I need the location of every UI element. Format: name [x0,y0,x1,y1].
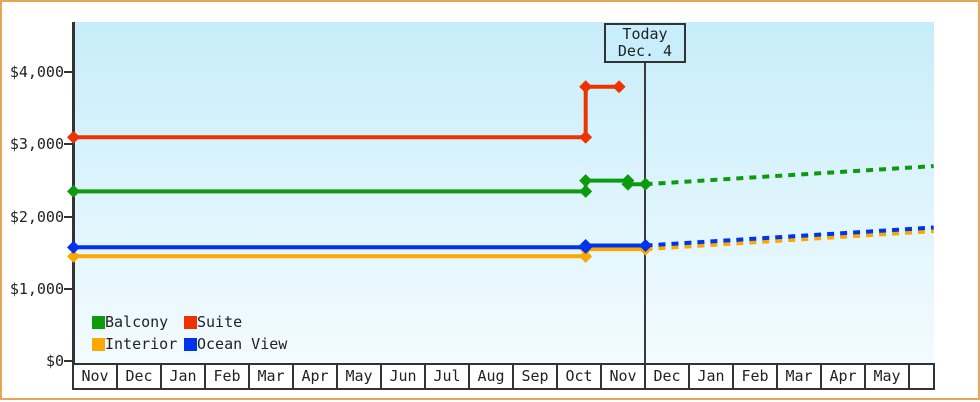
data-point-marker [579,249,593,263]
data-point-marker [579,80,593,94]
data-point-marker [621,177,635,191]
y-axis-tick-mark [64,360,73,362]
x-axis-month-cell: Apr [294,365,338,388]
data-point-marker [67,240,80,254]
today-label-line2: Dec. 4 [617,42,673,60]
legend-label: Interior [105,335,178,353]
y-axis-tick-label: $0 [45,352,64,370]
x-axis-month-cell: Dec [646,365,690,388]
y-axis-tick-label: $4,000 [9,63,64,82]
x-axis-month-cell: Nov [74,365,118,388]
price-line-suite [73,84,620,140]
legend-swatch-icon [184,315,197,329]
x-axis-month-cell: Jan [162,365,206,388]
x-axis-month-cell: Aug [470,365,514,388]
legend-label: Suite [197,313,243,331]
legend-swatch-icon [184,337,197,351]
today-label-box: Today Dec. 4 [604,23,686,63]
x-axis-month-cell: May [338,365,382,388]
price-line-balcony [73,178,646,194]
data-point-marker [67,249,80,263]
data-point-marker [639,177,652,191]
x-axis-month-cell: Nov [602,365,646,388]
x-axis-month-cell: Feb [206,365,250,388]
x-axis-month-cell: Sep [514,365,558,388]
data-point-marker [579,174,593,188]
y-axis-tick-mark [64,71,73,74]
x-axis-month-cell: Dec [118,365,162,388]
legend-swatch-icon [92,337,105,351]
x-axis-month-cell: May [866,365,910,388]
legend-item-ocean-view: Ocean View [184,334,287,354]
price-line-interior [73,247,646,259]
data-point-marker [579,239,593,253]
y-axis-tick-mark [64,215,73,218]
y-axis-tick-label: $3,000 [9,135,64,154]
legend-label: Balcony [105,313,169,331]
y-axis-tick-label: $1,000 [9,279,64,298]
x-axis-month-table: Nov Dec Jan Feb Mar Apr May Jun Jul Aug Sep Oct Nov D… [72,363,935,390]
legend-swatch-icon [92,315,105,329]
forecast-line-balcony [645,164,934,187]
forecast-line-ocean-view [645,225,934,248]
data-point-marker [67,184,80,198]
today-marker-line [644,62,646,363]
x-axis-month-cell: Oct [558,365,602,388]
y-axis-tick-mark [64,287,73,290]
price-line-ocean-view [73,243,646,250]
x-axis-month-cell: Jun [382,365,426,388]
data-point-marker [579,130,593,144]
x-axis-month-cell: Mar [250,365,294,388]
x-axis-month-cell: Apr [822,365,866,388]
data-point-marker [67,130,80,144]
today-label-line1: Today [622,25,668,43]
legend-label: Ocean View [197,335,288,353]
legend-item-suite: Suite [184,312,287,332]
legend: Balcony Suite Interior Ocean View [92,312,287,354]
legend-item-interior: Interior [92,334,184,354]
data-point-marker [639,239,652,253]
x-axis-month-cell: Feb [734,365,778,388]
x-axis-month-cell: Mar [778,365,822,388]
data-point-marker [612,80,626,94]
legend-item-balcony: Balcony [92,312,184,332]
y-axis-tick-label: $2,000 [9,207,64,226]
x-axis-month-cell: Jul [426,365,470,388]
forecast-line-interior [645,229,934,252]
data-point-marker [579,184,593,198]
y-axis-tick-mark [64,143,73,146]
x-axis-empty-cell [910,365,933,388]
x-axis-month-cell: Jan [690,365,734,388]
